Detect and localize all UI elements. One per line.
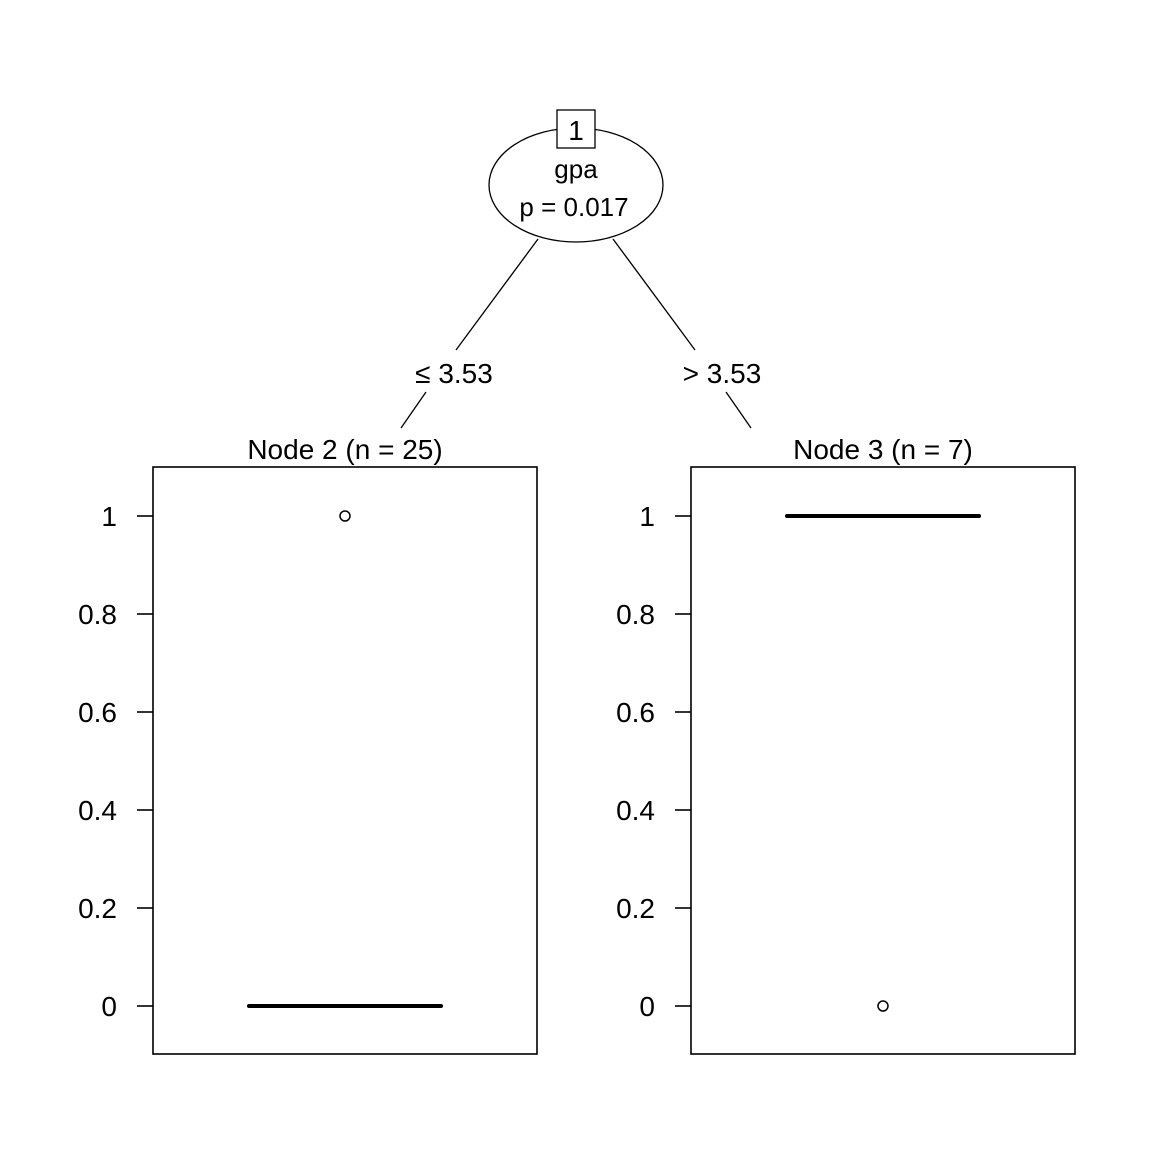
node-2-y-tick-label-5: 1 (101, 501, 117, 532)
edge-left-lower (400, 391, 427, 429)
node-2-y-tick-label-3: 0.6 (78, 697, 117, 728)
node-2-y-axis: 0 0.2 0.4 0.6 0.8 1 (78, 501, 153, 1022)
node-3-outlier-0 (877, 1000, 889, 1012)
node-3-plot-frame (690, 466, 1076, 1055)
node-3-title: Node 3 (n = 7) (793, 434, 973, 465)
node-3-y-tick-label-1: 0.2 (616, 893, 655, 924)
root-node-id-box (556, 109, 596, 149)
node-3-y-axis: 0 0.2 0.4 0.6 0.8 1 (616, 501, 691, 1022)
node-2-y-tick-label-1: 0.2 (78, 893, 117, 924)
node-3-y-tick-label-2: 0.4 (616, 795, 655, 826)
edge-left-upper (455, 238, 539, 351)
node-3-y-tick-label-0: 0 (639, 991, 655, 1022)
node-2-title: Node 2 (n = 25) (247, 434, 442, 465)
split-label-right: > 3.53 (683, 358, 762, 389)
node-3-y-tick-label-4: 0.8 (616, 599, 655, 630)
node-3-boxplot (785, 514, 981, 1012)
node-2-boxplot (247, 510, 443, 1008)
node-2-outlier-0 (339, 510, 351, 522)
edge-right-lower (725, 391, 752, 429)
terminal-node-2: Node 2 (n = 25) 0 0.2 0.4 0.6 0.8 1 (78, 434, 538, 1055)
node-2-plot-frame (152, 466, 538, 1055)
root-node-p-value: p = 0.017 (519, 192, 628, 222)
node-2-y-tick-label-2: 0.4 (78, 795, 117, 826)
terminal-node-3: Node 3 (n = 7) 0 0.2 0.4 0.6 0.8 1 (616, 434, 1076, 1055)
node-3-y-tick-label-5: 1 (639, 501, 655, 532)
node-2-y-tick-label-0: 0 (101, 991, 117, 1022)
node-3-y-tick-label-3: 0.6 (616, 697, 655, 728)
node-2-y-tick-label-4: 0.8 (78, 599, 117, 630)
root-node-id: 1 (568, 115, 584, 146)
root-node-variable: gpa (554, 154, 598, 184)
edge-right-upper (612, 238, 696, 351)
split-label-left: ≤ 3.53 (415, 358, 493, 389)
